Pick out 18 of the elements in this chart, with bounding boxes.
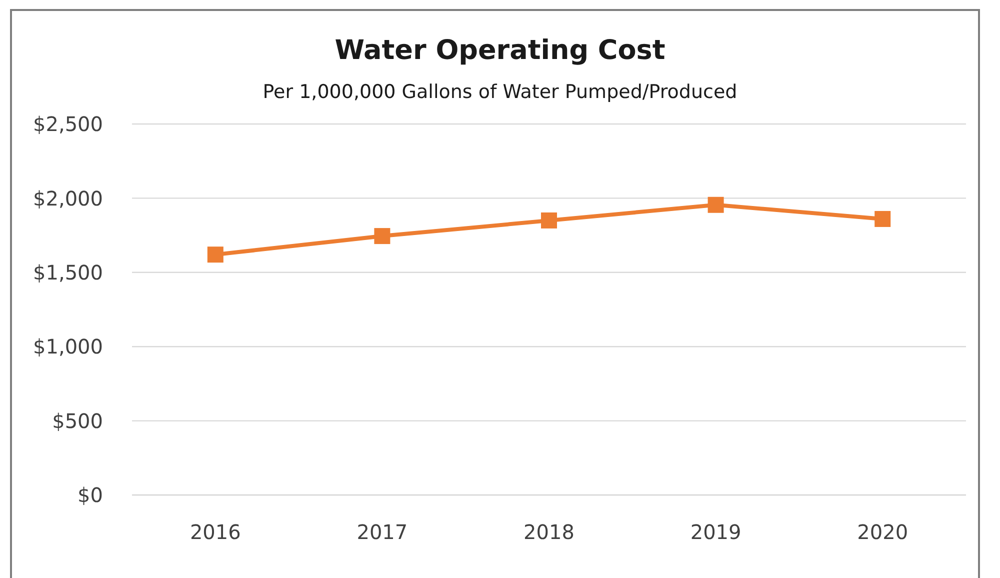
y-tick-label: $2,500 <box>33 112 103 136</box>
x-tick-label: 2018 <box>524 520 574 544</box>
x-tick-label: 2016 <box>190 520 241 544</box>
y-tick-label: $0 <box>78 483 103 508</box>
point <box>708 196 724 213</box>
y-tick-label: $1,500 <box>33 260 103 284</box>
x-tick-label: 2020 <box>857 520 908 544</box>
y-tick-label: $1,000 <box>33 334 103 359</box>
y-tick-label: $500 <box>52 408 103 433</box>
point <box>207 246 224 263</box>
chart-title: Water Operating Cost <box>334 34 666 68</box>
point <box>374 228 390 244</box>
chart-subtitle: Per 1,000,000 Gallons of Water Pumped/Produced <box>262 80 738 105</box>
x-tick-label: 2019 <box>690 520 742 544</box>
x-tick-label: 2017 <box>356 520 408 544</box>
point <box>874 210 891 227</box>
y-tick-label: $2,000 <box>33 186 103 210</box>
point <box>541 212 557 228</box>
